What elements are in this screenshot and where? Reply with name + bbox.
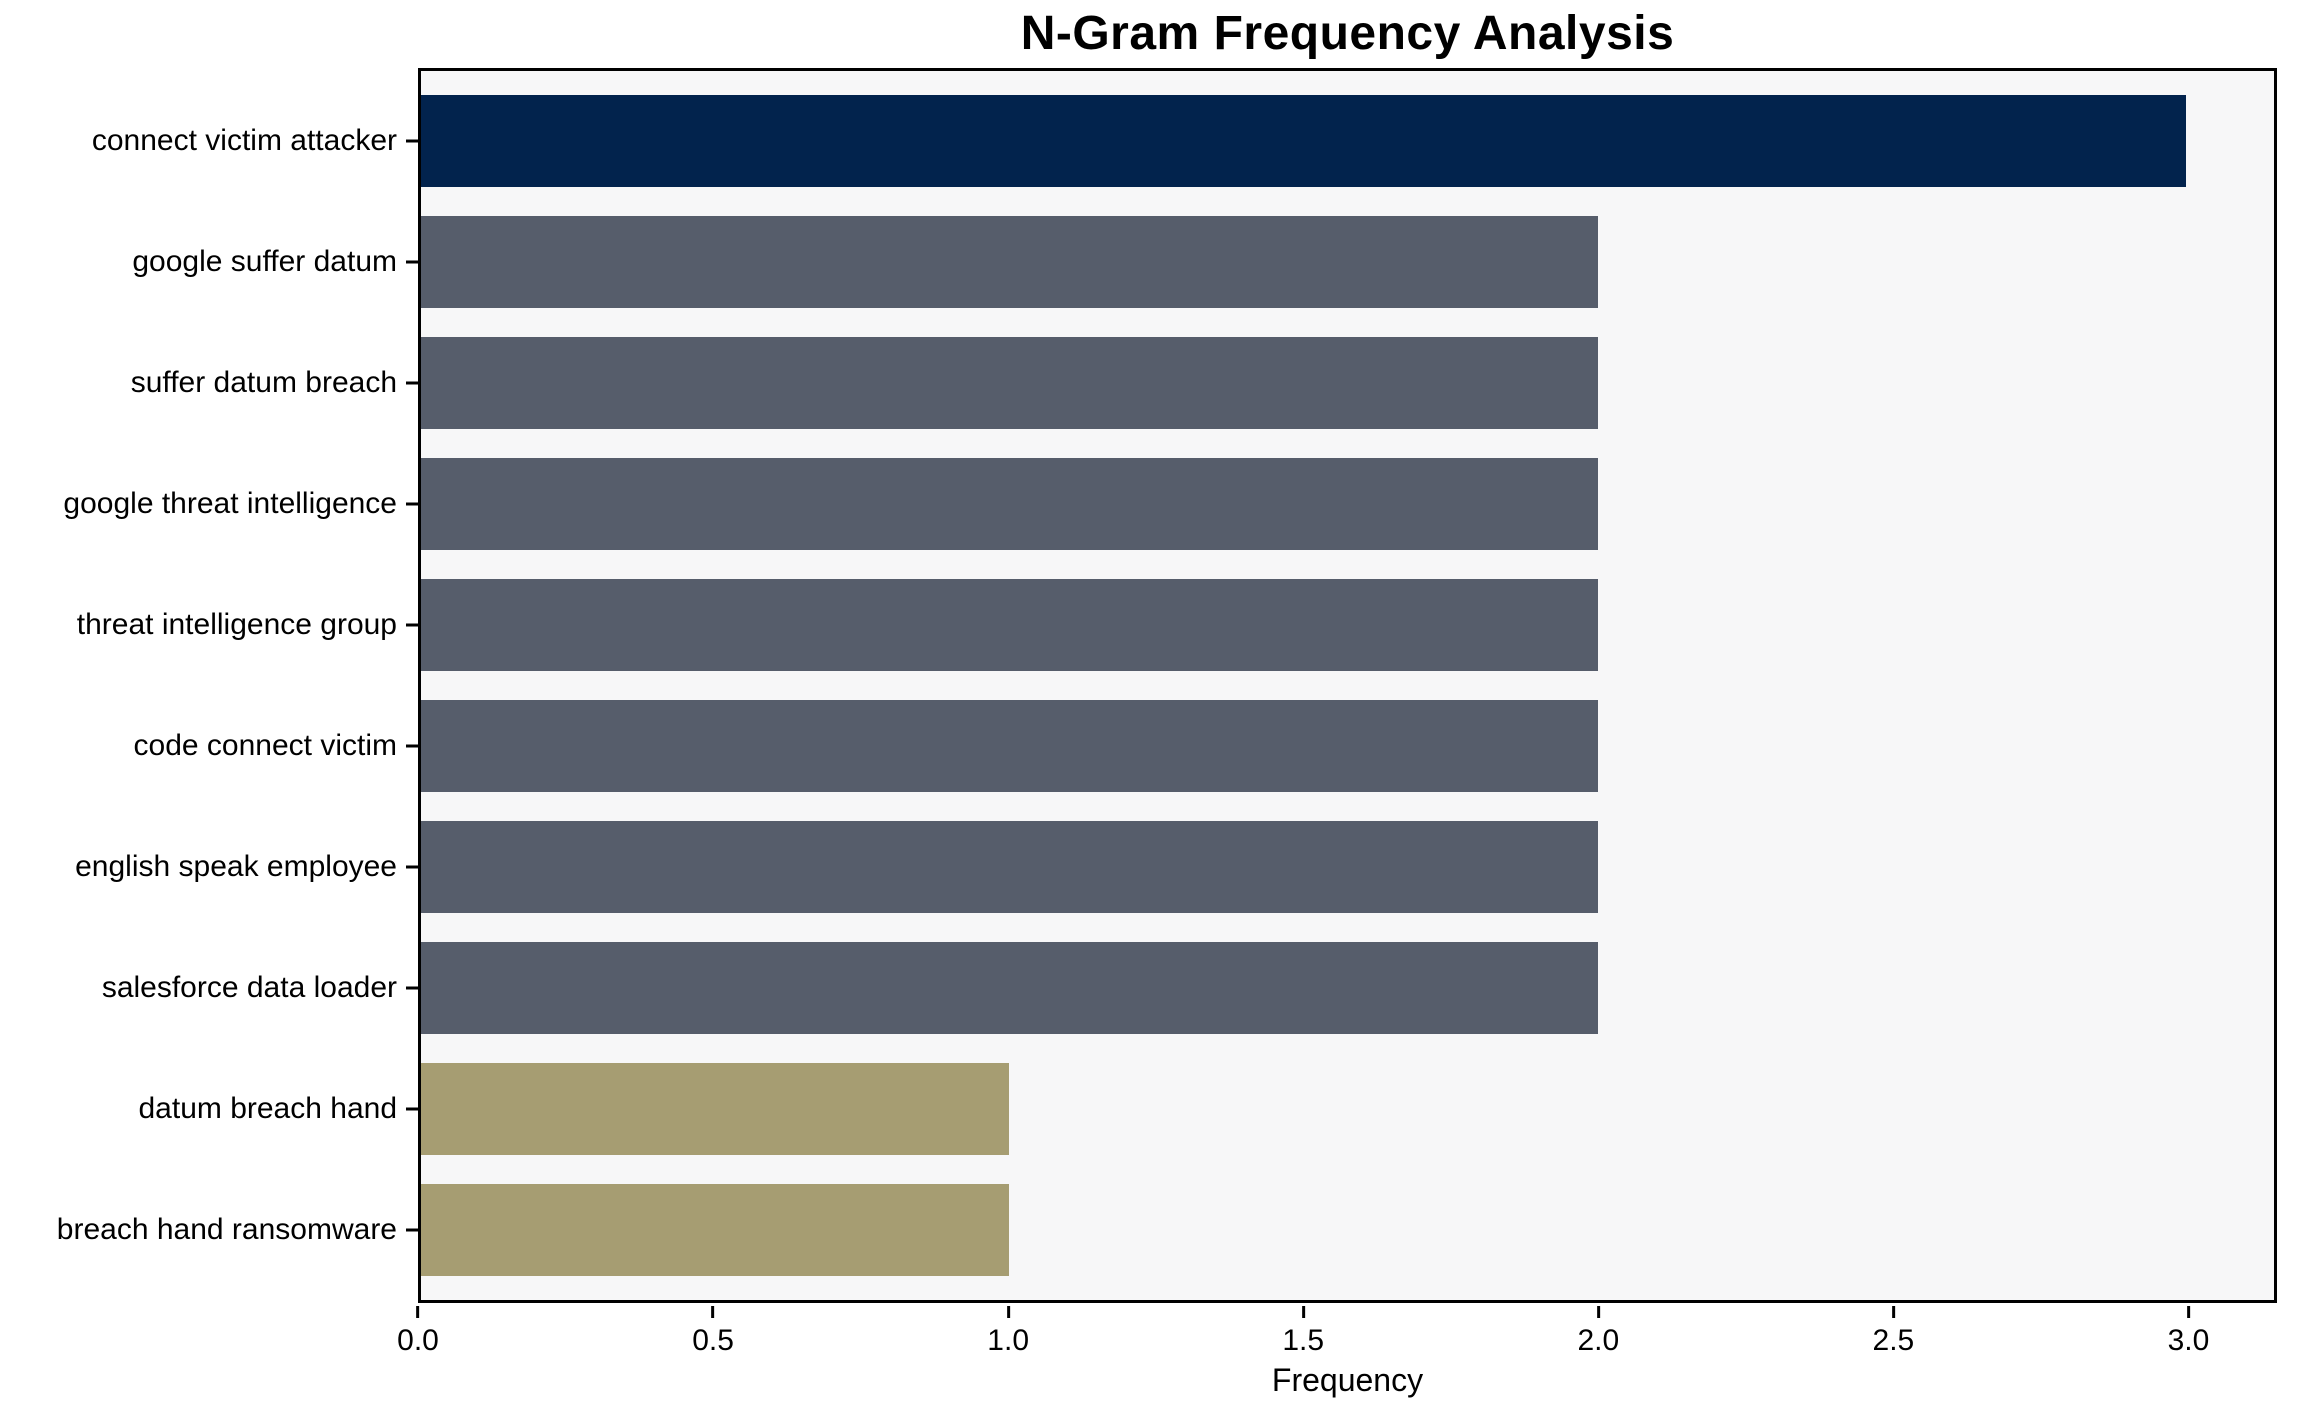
bar [421, 458, 1598, 551]
plot-area: connect victim attacker google suffer dat… [57, 68, 2277, 1303]
bar-row: english speak employee [75, 806, 2274, 927]
x-tick-mark [711, 1306, 715, 1318]
x-tick: 1.0 [987, 1306, 1029, 1358]
y-tick-label: datum breach hand [138, 1091, 397, 1125]
bar-row: code connect victim [134, 686, 2274, 807]
x-tick-label: 2.5 [1872, 1324, 1915, 1357]
x-tick: 2.5 [1872, 1306, 1915, 1358]
bar-row: datum breach hand [138, 1048, 2274, 1169]
y-tick-mark [406, 381, 418, 385]
y-tick-label: google suffer datum [132, 245, 397, 279]
y-tick-mark [406, 865, 418, 869]
y-tick-mark [406, 502, 418, 506]
y-tick-label: connect victim attacker [91, 124, 397, 158]
bar [421, 216, 1598, 309]
y-tick-mark [406, 744, 418, 748]
x-tick: 2.0 [1577, 1306, 1619, 1358]
y-tick-mark [406, 1107, 418, 1111]
y-tick-label: threat intelligence group [76, 608, 397, 642]
y-tick-label: code connect victim [133, 728, 397, 762]
x-tick: 1.5 [1282, 1306, 1324, 1358]
y-tick-label: english speak employee [75, 849, 397, 883]
bar-row: suffer datum breach [131, 323, 2274, 444]
x-tick-mark [1301, 1306, 1305, 1318]
x-tick-label: 1.0 [987, 1324, 1030, 1357]
bar [421, 95, 2186, 188]
chart-title: N-Gram Frequency Analysis [1020, 7, 1675, 60]
x-tick-label: 0.5 [692, 1324, 734, 1357]
bar [421, 337, 1598, 430]
x-tick-label: 1.5 [1282, 1324, 1325, 1357]
bar [421, 820, 1598, 913]
bar [421, 699, 1598, 792]
y-tick-mark [406, 623, 418, 627]
bar-row: threat intelligence group [77, 565, 2274, 686]
x-tick-mark [416, 1306, 420, 1318]
bar [421, 941, 1598, 1034]
bars-container: connect victim attacker google suffer dat… [57, 71, 2274, 1300]
y-tick-label: salesforce data loader [101, 970, 397, 1004]
bar-row: google suffer datum [132, 202, 2274, 323]
bar-row: google threat intelligence [63, 444, 2274, 565]
x-tick: 3.0 [2167, 1306, 2210, 1358]
x-axis: 0.0 0.5 1.0 1.5 2.0 2.5 3.0 [397, 1306, 2277, 1366]
x-tick-mark [1596, 1306, 1600, 1318]
x-tick-mark [1006, 1306, 1010, 1318]
y-tick-mark [406, 1228, 418, 1232]
y-tick-label: suffer datum breach [130, 366, 397, 400]
x-tick-mark [2186, 1306, 2190, 1318]
y-tick-label: google threat intelligence [63, 487, 397, 521]
bar [421, 1183, 1010, 1276]
bar-row: salesforce data loader [102, 927, 2274, 1048]
x-axis-label: Frequency [1271, 1362, 1424, 1398]
y-tick-mark [406, 986, 418, 990]
bar [421, 1062, 1010, 1155]
bar-row: breach hand ransomware [57, 1169, 2274, 1290]
y-tick-mark [406, 139, 418, 143]
y-tick-label: breach hand ransomware [56, 1212, 397, 1246]
y-tick-mark [406, 260, 418, 264]
x-tick: 0.5 [692, 1306, 734, 1358]
x-tick: 0.0 [397, 1306, 439, 1358]
bar [421, 579, 1598, 672]
x-tick-label: 3.0 [2167, 1324, 2210, 1357]
x-tick-label: 2.0 [1577, 1324, 1620, 1357]
x-tick-label: 0.0 [397, 1324, 439, 1357]
bar-row: connect victim attacker [92, 81, 2274, 202]
x-tick-mark [1891, 1306, 1895, 1318]
